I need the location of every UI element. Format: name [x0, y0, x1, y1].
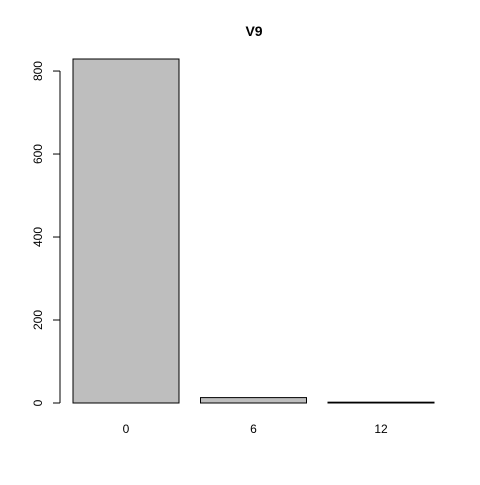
x-axis-labels: 0 6 12	[123, 422, 388, 436]
x-tick-label: 6	[250, 422, 257, 436]
x-tick-label: 0	[123, 422, 130, 436]
y-tick-label: 200	[31, 310, 45, 330]
bar-0	[72, 58, 180, 404]
bar-6	[200, 397, 307, 404]
bars	[72, 58, 435, 404]
y-tick-label: 0	[31, 399, 45, 406]
bar-12	[327, 401, 435, 404]
y-tick-label: 800	[31, 61, 45, 81]
y-tick-label: 600	[31, 144, 45, 164]
x-tick-label: 12	[374, 422, 388, 436]
y-axis: 0 200 400 600 800	[31, 61, 61, 406]
chart-title: V9	[245, 23, 262, 39]
y-tick-label: 400	[31, 227, 45, 247]
